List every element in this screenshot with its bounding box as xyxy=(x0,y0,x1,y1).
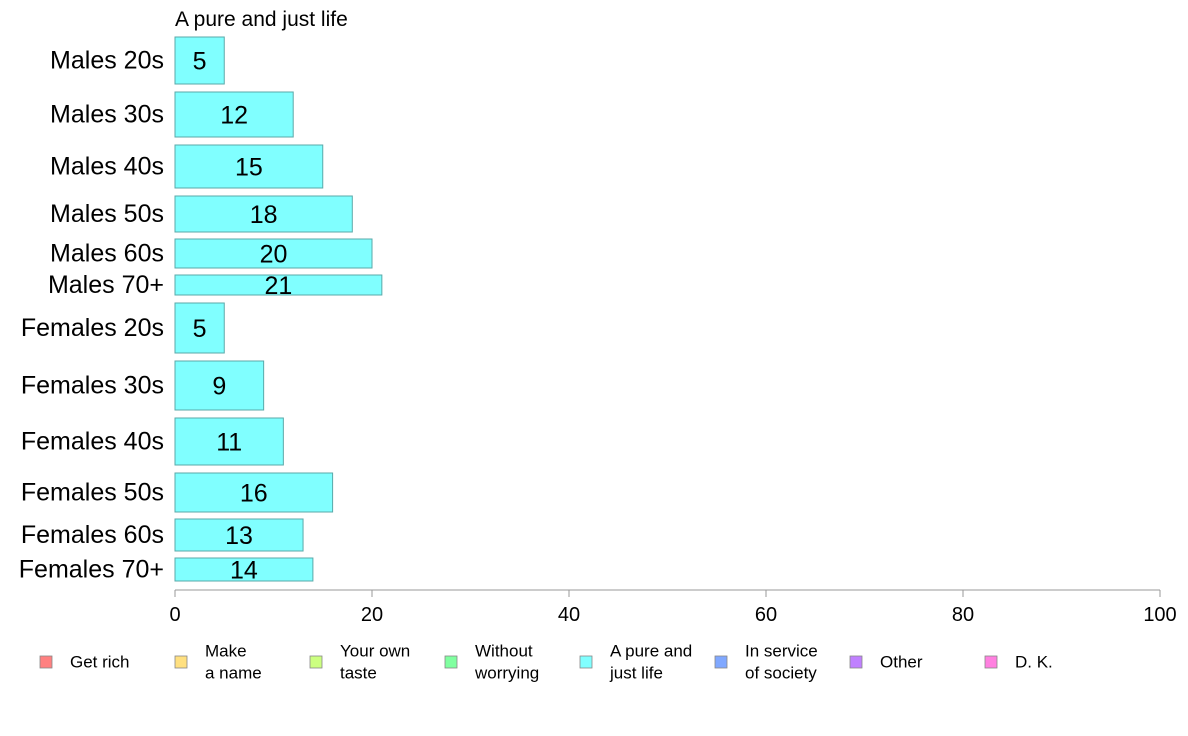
bars-group: Males 20s 5 Males 30s 12 Males 40s 15 Males 50… xyxy=(19,36,383,585)
bar xyxy=(174,302,225,354)
category-label: Females 40s xyxy=(21,428,164,456)
category-label: Males 40s xyxy=(50,153,164,181)
x-tick-label: 40 xyxy=(558,604,580,626)
data-label: 14 xyxy=(230,557,258,585)
category-label: Males 50s xyxy=(50,200,164,228)
bar xyxy=(174,144,324,189)
data-label: 5 xyxy=(193,315,207,343)
bar xyxy=(174,36,225,85)
x-tick-label: 60 xyxy=(755,604,777,626)
data-label: 20 xyxy=(260,241,288,269)
x-tick-label: 20 xyxy=(361,604,383,626)
data-label: 9 xyxy=(212,373,226,401)
data-label: 5 xyxy=(193,48,207,76)
legend-label: Get rich xyxy=(70,653,130,672)
category-label: Males 70+ xyxy=(48,271,164,299)
bar xyxy=(174,91,294,138)
category-label: Males 60s xyxy=(50,240,164,268)
category-label: Females 20s xyxy=(21,314,164,342)
legend-swatch xyxy=(984,655,998,669)
legend-label: a name xyxy=(205,664,262,683)
bar xyxy=(174,557,314,582)
legend-label: of society xyxy=(745,664,817,683)
legend-label: A pure and xyxy=(610,642,692,661)
legend-label: In service xyxy=(745,642,818,661)
bar xyxy=(174,195,353,233)
bar xyxy=(174,417,284,466)
data-label: 18 xyxy=(250,201,278,229)
data-label: 13 xyxy=(225,522,253,550)
chart-title: A pure and just life xyxy=(175,8,348,31)
category-label: Females 70+ xyxy=(19,556,164,584)
legend-label: Make xyxy=(205,642,247,661)
legend-label: Your own xyxy=(340,642,410,661)
legend-label: Without xyxy=(475,642,533,661)
category-label: Males 30s xyxy=(50,101,164,129)
bar xyxy=(174,518,304,552)
legend-swatch xyxy=(309,655,323,669)
data-label: 11 xyxy=(216,429,242,457)
legend: Get rich Make a name Your own taste Without wo… xyxy=(39,642,1053,683)
category-label: Females 50s xyxy=(21,479,164,507)
data-label: 15 xyxy=(235,154,263,182)
x-tick-label: 0 xyxy=(169,604,180,626)
legend-swatch xyxy=(39,655,53,669)
legend-label: D. K. xyxy=(1015,653,1053,672)
bar xyxy=(174,274,383,296)
legend-label: just life xyxy=(609,664,663,683)
legend-label: worrying xyxy=(474,664,539,683)
data-label: 12 xyxy=(220,102,248,130)
bar xyxy=(174,360,265,411)
legend-label: Other xyxy=(880,653,923,672)
legend-swatch xyxy=(174,655,188,669)
x-tick-label: 80 xyxy=(952,604,974,626)
data-label: 21 xyxy=(265,272,293,300)
x-tick-label: 100 xyxy=(1143,604,1176,626)
bar xyxy=(174,238,373,269)
category-label: Males 20s xyxy=(50,47,164,75)
x-axis: 0 20 40 60 80 100 xyxy=(169,589,1177,626)
legend-swatch xyxy=(714,655,728,669)
legend-swatch xyxy=(444,655,458,669)
data-label: 16 xyxy=(240,480,268,508)
legend-swatch xyxy=(849,655,863,669)
bar xyxy=(174,472,334,513)
category-label: Females 30s xyxy=(21,372,164,400)
legend-label: taste xyxy=(340,664,377,683)
legend-swatch xyxy=(579,655,593,669)
category-label: Females 60s xyxy=(21,521,164,549)
